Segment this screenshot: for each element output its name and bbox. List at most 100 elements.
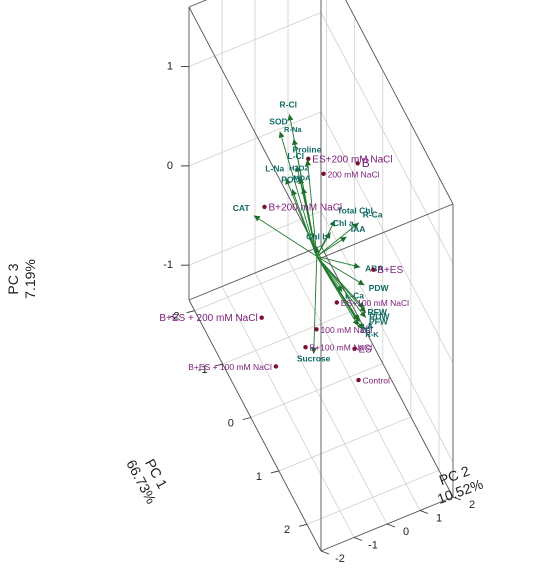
observation-dot-100-mm-nacl: [314, 327, 319, 332]
loading-arrowhead-sod: [278, 131, 285, 139]
loading-arrowhead-rfw: [357, 301, 365, 309]
box-edge: [320, 203, 454, 259]
observation-label-control: Control: [363, 376, 391, 386]
loading-arrowhead-h2o2: [298, 177, 305, 185]
observation-label-es-200-mm-nacl: ES+200 mM NaCl: [312, 154, 392, 165]
loading-label-lr: LR: [361, 326, 372, 335]
loading-arrowhead-cat: [253, 215, 261, 222]
loading-label-r-na: R-Na: [284, 125, 302, 134]
observation-dot-b: [355, 161, 360, 166]
gridline: [188, 210, 322, 266]
box-edge: [188, 299, 322, 552]
pc2-axis-title: PC 210.52%: [435, 462, 485, 507]
loading-arrowhead-proline: [304, 159, 311, 166]
loading-arrow-r-ca: [316, 222, 360, 257]
loading-arrowhead-r-ca: [352, 222, 359, 229]
pc1-tick-label: -1: [198, 364, 208, 376]
loading-arrowhead-l-cl: [295, 165, 302, 173]
observation-label-es: ES: [359, 344, 373, 355]
pc3-axis-title: PC 3 7.19%: [5, 259, 38, 299]
loading-arrowhead-aba: [353, 262, 361, 269]
observation-label-b-100-mm-nacl: B+100 mM NaCl: [310, 343, 373, 353]
loading-arrowhead-iaa: [339, 236, 347, 243]
gridline: [287, 259, 421, 511]
loading-arrow-rfw: [316, 256, 365, 309]
observation-dot-es: [352, 346, 357, 351]
loading-arrow-aba: [316, 255, 361, 268]
loading-label-r-cl: R-Cl: [280, 99, 297, 109]
observation-label-b-es: B+ES: [377, 265, 403, 276]
loading-arrowhead-lr: [352, 319, 359, 326]
loading-arrowhead-pod: [291, 189, 297, 196]
pc2-tick-label: 1: [436, 512, 442, 524]
observation-dot-es-100-mm-nacl: [334, 300, 339, 305]
axis-ticks: -2 -1 0 1 2 -2 -1 0 1 2 -1 0 1: [163, 61, 475, 565]
observation-dot-200-mm-nacl: [321, 171, 326, 176]
pc1-tick: [186, 310, 195, 314]
box-edge: [188, 6, 322, 259]
gridline: [188, 111, 322, 167]
observation-dot-b-es-200-mm-nacl: [259, 315, 264, 320]
pc1-tick-label: -2: [170, 311, 180, 323]
loading-arrowhead-pdw: [357, 279, 365, 286]
loading-label-la: LA: [363, 322, 374, 331]
loading-arrow-pod: [291, 189, 318, 257]
loading-arrow-pfw: [316, 256, 367, 318]
loading-label-pfw: PFW: [369, 317, 389, 327]
loading-label-l-na: L-Na: [265, 164, 284, 174]
pc1-tick-label: 0: [228, 417, 234, 429]
pc1-tick: [298, 523, 308, 527]
loading-arrowhead-sucrose: [310, 347, 317, 354]
pc2-tick: [452, 496, 462, 501]
loading-arrow-pdw: [316, 256, 365, 286]
loading-label-r-ca: R-Ca: [363, 210, 383, 220]
loading-label-h2o2: H2O2: [289, 164, 309, 173]
loading-arrow-lr: [316, 256, 359, 327]
loading-label-l-ca: L-Ca: [345, 291, 364, 301]
loading-label-l-k: L-K: [361, 321, 374, 330]
loading-arrowhead-chl-a: [324, 232, 331, 239]
loading-arrow-sucrose: [313, 256, 318, 354]
pc2-tick: [353, 537, 363, 541]
observation-label-b: B: [362, 156, 370, 170]
loading-arrow-sod: [279, 131, 318, 257]
loading-label-cat: CAT: [233, 203, 251, 213]
pc2-tick: [386, 523, 396, 528]
pc1-tick: [242, 417, 251, 420]
observation-dot-b-100-mm-nacl: [303, 345, 308, 350]
observation-label-200-mm-nacl: 200 mM NaCl: [328, 169, 380, 179]
observation-label-b-es-100-mm-nacl: B+ES + 100 mM NaCl: [188, 362, 272, 372]
box-edge: [320, 245, 454, 498]
loading-arrow-proline: [306, 159, 318, 257]
pc3-axis-title-variance: 7.19%: [22, 259, 38, 299]
loading-arrowhead-r-na: [291, 138, 298, 146]
loading-label-mda: MDA: [293, 174, 311, 183]
loading-arrowhead-chl-b: [313, 246, 320, 253]
loading-label-iaa: IAA: [351, 224, 366, 234]
gridline: [188, 12, 322, 67]
pc1-tick: [214, 363, 223, 367]
loading-arrowhead-la: [353, 314, 360, 322]
gridline: [320, 111, 454, 364]
pc2-tick-label: -1: [368, 539, 378, 551]
loading-label-total-chl: Total Chl: [337, 206, 373, 216]
observation-label-es-100-mm-nacl: ES+100 mM NaCl: [341, 298, 409, 308]
loading-label-pod: POD: [281, 175, 299, 185]
loading-arrowhead-r-k: [357, 322, 363, 330]
loading-arrowhead-rdw: [359, 306, 366, 313]
loading-label-chl-a: Chl a: [333, 218, 354, 228]
loading-label-pdw: PDW: [369, 283, 390, 293]
loading-label-sod: SOD: [269, 117, 287, 127]
pc2-tick-label: 0: [403, 526, 409, 538]
loading-arrowhead-l-na: [285, 178, 291, 185]
pc3-tick-label: 1: [167, 61, 173, 73]
observation-label-b-200-mm-nacl: B+200 mM NaCl: [269, 202, 343, 213]
observation-label-b-es-200-mm-nacl: B+ES + 200 mM NaCl: [159, 313, 257, 324]
loading-arrowhead-total-chl: [329, 220, 335, 227]
loading-label-rfw: RFW: [368, 307, 388, 317]
pc3-tick-label: -1: [163, 259, 173, 271]
observation-dot-es-200-mm-nacl: [306, 156, 311, 161]
pc2-tick: [320, 550, 330, 555]
observation-dot-b-es: [371, 267, 376, 272]
